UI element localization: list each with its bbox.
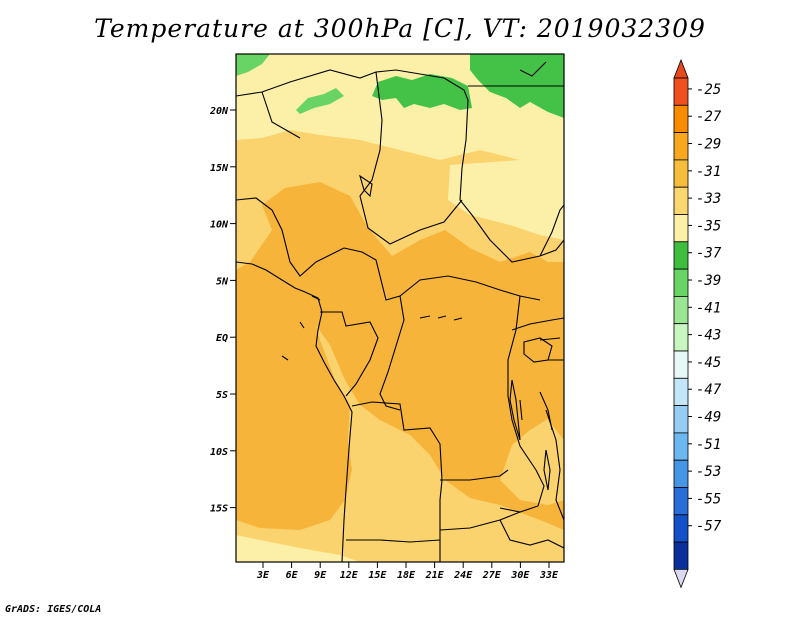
colorbar-segment [673,487,689,516]
country-borders [236,61,564,562]
border-nigeria [236,197,345,277]
colorbar-segment [673,104,689,134]
colorbar-segment [673,459,689,488]
border-zambia [439,469,521,531]
field-cool-north-green [372,74,472,110]
border-ethiopia [539,204,564,257]
lat-tick-label: 10N [210,220,229,231]
grads-credit: GrADS: IGES/COLA [5,604,102,615]
colorbar-segment [673,295,689,325]
colorbar-label: -55 [696,491,721,507]
lon-tick-label: 6E [286,570,299,581]
lake-chad [359,174,373,198]
colorbar-label: -47 [696,382,722,398]
colorbar-label: -25 [696,82,721,98]
colorbar-segment [673,77,689,106]
border-drc-east [499,295,545,513]
lon-tick-label: 21E [425,570,445,581]
lat-tick-label: EQ [216,333,228,344]
lake-malawi [543,449,551,491]
colorbar-segment [673,405,689,434]
lon-tick-label: 12E [340,570,359,581]
field-warm-ocean [236,265,352,530]
colorbar-segment [673,350,689,379]
lake-victoria [523,337,553,363]
lat-tick-label: 5N [216,276,229,287]
colorbar-label: -35 [696,218,721,234]
border-north-a [236,69,469,169]
colorbar: -25 -27 -29 -31 -33 -35 -37 -39 -41 -43 -45 -47 -49 -… [673,58,722,589]
colorbar-segment [673,241,689,270]
border-tanzania [545,409,564,521]
chart-title: Temperature at 300hPa [C], VT: 201903230… [94,14,706,43]
coastline-west [236,261,353,562]
map-frame [235,53,565,563]
lon-tick-label: 24E [453,570,473,581]
lat-tick-label: 5S [216,390,228,401]
temperature-field [236,54,564,562]
border-namibia [346,539,441,543]
lon-tick-label: 15E [368,570,387,581]
border-congo [320,311,379,397]
border-drc-north [379,295,405,411]
colorbar-segment [673,377,689,406]
lon-tick-label: 30E [510,570,530,581]
river-east [519,391,553,431]
border-sudan [459,167,564,263]
field-warm-central [236,182,564,530]
colorbar-segment [673,214,689,243]
colorbar-top-arrow [673,58,689,79]
colorbar-label: -27 [696,109,722,125]
colorbar-segment [673,323,689,352]
colorbar-label: -41 [696,300,721,316]
lat-tick-label: 20N [209,106,229,117]
field-cool-small-green [296,88,344,114]
colorbar-label: -33 [696,191,721,207]
colorbar-segment [673,432,689,461]
colorbar-label: -51 [696,437,721,453]
colorbar-label: -43 [696,328,721,344]
lon-tick-label: 9E [314,570,327,581]
border-north-b [261,91,301,139]
colorbar-segment [673,268,689,297]
field-band-southwest [236,535,360,562]
border-zim [499,519,564,549]
lat-tick-label: 10S [210,447,228,458]
lon-tick-label: 27E [482,570,502,581]
coast-details [281,295,463,361]
colorbar-label: -53 [696,464,721,480]
lat-tick-label: 15N [210,163,229,174]
coast-redsea [519,61,547,77]
latitude-axis: 20N 15N 10N 5N EQ 5S 10S 15S [209,106,236,515]
colorbar-label: -49 [696,410,721,426]
colorbar-segment [673,186,689,215]
colorbar-segment [673,541,689,570]
lon-tick-label: 33E [539,570,559,581]
colorbar-segment [673,514,689,543]
colorbar-label: -57 [696,519,722,535]
colorbar-label: -45 [696,355,721,371]
colorbar-label: -39 [696,273,721,289]
border-chad [359,71,463,245]
lon-tick-label: 3E [256,570,270,581]
field-warm-east [510,300,564,440]
field-cool-nw-green [236,54,270,76]
border-angola [351,401,443,562]
colorbar-label: -29 [696,137,721,153]
colorbar-label: -31 [696,164,721,180]
longitude-axis: 3E 6E 9E 12E 15E 18E 21E 24E 27E 30E 33E [256,562,559,581]
colorbar-segment [673,132,689,161]
colorbar-label: -37 [696,246,722,262]
lon-tick-label: 18E [397,570,416,581]
field-band-east [448,150,564,240]
lat-tick-label: 15S [210,504,228,515]
colorbar-bottom-arrow [673,569,689,589]
lake-tanganyika [509,379,521,441]
colorbar-segment [673,159,689,188]
border-car [343,247,541,301]
